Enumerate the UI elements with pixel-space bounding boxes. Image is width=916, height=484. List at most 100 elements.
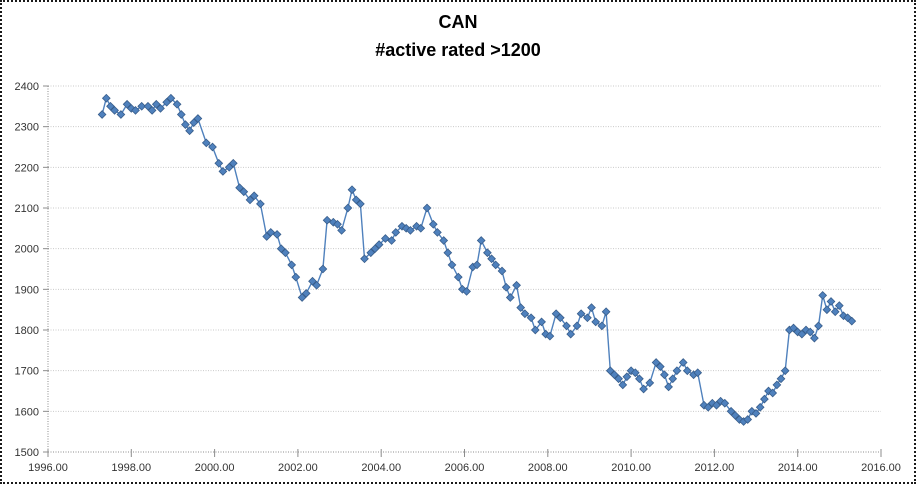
data-point-marker xyxy=(551,309,561,319)
data-point-marker xyxy=(228,158,238,168)
data-point-marker xyxy=(185,126,194,136)
data-point-marker xyxy=(453,272,463,282)
data-point-marker xyxy=(291,272,301,282)
data-point-marker xyxy=(239,187,249,197)
y-axis-label: 2300 xyxy=(15,122,39,134)
data-point-marker xyxy=(597,321,607,331)
data-point-marker xyxy=(343,203,353,213)
data-point-marker xyxy=(572,321,582,331)
y-axis-label: 1500 xyxy=(15,447,39,459)
data-point-marker xyxy=(635,374,644,384)
y-axis-label: 2400 xyxy=(15,81,39,93)
data-point-marker xyxy=(374,240,384,249)
data-point-marker xyxy=(272,230,282,239)
data-point-marker xyxy=(743,415,753,424)
y-axis-label: 2100 xyxy=(15,203,39,215)
x-axis-label: 2006.00 xyxy=(445,462,485,474)
data-point-marker xyxy=(337,226,346,235)
data-point-marker xyxy=(497,266,507,276)
data-point-marker xyxy=(366,248,376,258)
data-point-marker xyxy=(256,199,265,209)
data-point-marker xyxy=(678,358,688,367)
data-point-marker xyxy=(682,366,692,376)
data-point-marker xyxy=(218,167,228,176)
data-point-marker xyxy=(193,114,203,123)
data-point-marker xyxy=(797,329,807,339)
data-point-marker xyxy=(655,362,665,371)
data-point-marker xyxy=(318,264,328,274)
data-point-marker xyxy=(391,228,401,237)
data-point-marker xyxy=(822,305,832,315)
data-point-marker xyxy=(505,293,515,302)
data-point-marker xyxy=(587,303,596,312)
data-point-marker xyxy=(276,244,286,254)
data-point-marker xyxy=(591,317,601,327)
data-point-marker xyxy=(583,313,592,323)
data-point-marker xyxy=(801,325,811,335)
data-point-marker xyxy=(618,380,628,390)
data-point-marker xyxy=(406,226,415,235)
data-point-marker xyxy=(447,260,457,270)
data-point-marker xyxy=(214,158,224,168)
data-point-marker xyxy=(416,223,426,233)
data-point-marker xyxy=(328,217,338,227)
y-axis-label: 1900 xyxy=(15,284,39,296)
data-point-marker xyxy=(181,120,190,129)
y-axis-label: 1800 xyxy=(15,325,39,337)
data-point-marker xyxy=(262,232,272,241)
x-axis-label: 2012.00 xyxy=(695,462,735,474)
y-axis-label: 1700 xyxy=(15,366,39,378)
data-point-marker xyxy=(333,219,342,229)
data-point-marker xyxy=(668,374,678,384)
data-point-marker xyxy=(614,374,623,384)
data-point-marker xyxy=(147,106,157,115)
data-point-marker xyxy=(387,236,396,245)
data-point-marker xyxy=(176,110,186,119)
x-axis-label: 1998.00 xyxy=(111,462,151,474)
data-point-marker xyxy=(472,260,482,270)
data-point-marker xyxy=(97,110,107,119)
data-point-marker xyxy=(137,101,147,111)
data-point-marker xyxy=(476,236,486,245)
data-point-marker xyxy=(312,280,321,290)
data-point-marker xyxy=(764,386,773,396)
data-point-marker xyxy=(693,368,703,378)
data-point-marker xyxy=(622,372,632,382)
x-axis-label: 2008.00 xyxy=(528,462,568,474)
data-point-marker xyxy=(287,260,297,270)
data-point-marker xyxy=(818,291,828,300)
data-point-marker xyxy=(322,215,332,225)
data-point-marker xyxy=(760,394,769,404)
data-point-marker xyxy=(672,366,682,376)
data-point-marker xyxy=(720,398,730,408)
data-point-marker xyxy=(789,323,798,333)
data-point-marker xyxy=(356,199,365,209)
data-point-marker xyxy=(810,333,819,343)
data-point-marker xyxy=(433,228,442,237)
data-point-marker xyxy=(360,254,369,264)
data-point-marker xyxy=(814,321,823,331)
y-axis-label: 2200 xyxy=(15,162,39,174)
data-point-marker xyxy=(780,366,790,376)
data-point-marker xyxy=(116,110,126,119)
data-point-marker xyxy=(562,321,571,331)
data-point-marker xyxy=(651,358,661,367)
data-point-marker xyxy=(772,380,782,390)
data-point-marker xyxy=(122,99,132,109)
data-point-marker xyxy=(555,313,565,323)
data-point-marker xyxy=(462,287,471,296)
data-point-marker xyxy=(308,276,317,286)
data-point-marker xyxy=(266,228,276,237)
x-axis-label: 2016.00 xyxy=(861,462,901,474)
data-point-marker xyxy=(172,99,182,109)
data-point-marker xyxy=(847,316,857,326)
data-point-marker xyxy=(768,388,778,398)
data-point-marker xyxy=(707,398,717,408)
data-point-marker xyxy=(699,400,709,410)
data-point-marker xyxy=(830,307,840,317)
data-point-marker xyxy=(370,244,380,254)
data-point-marker xyxy=(487,254,496,264)
x-axis-label: 2002.00 xyxy=(278,462,318,474)
